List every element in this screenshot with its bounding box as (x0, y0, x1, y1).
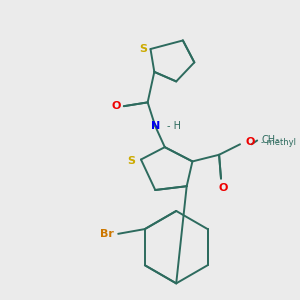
Text: O: O (218, 183, 228, 193)
Text: - methyl: - methyl (261, 138, 296, 147)
Text: Br: Br (100, 229, 114, 239)
Text: CH₃: CH₃ (261, 136, 279, 146)
Text: O: O (246, 137, 255, 147)
Text: N: N (151, 121, 160, 131)
Text: O: O (112, 101, 121, 111)
Text: S: S (128, 156, 136, 167)
Text: S: S (139, 44, 147, 54)
Text: - H: - H (167, 121, 181, 131)
